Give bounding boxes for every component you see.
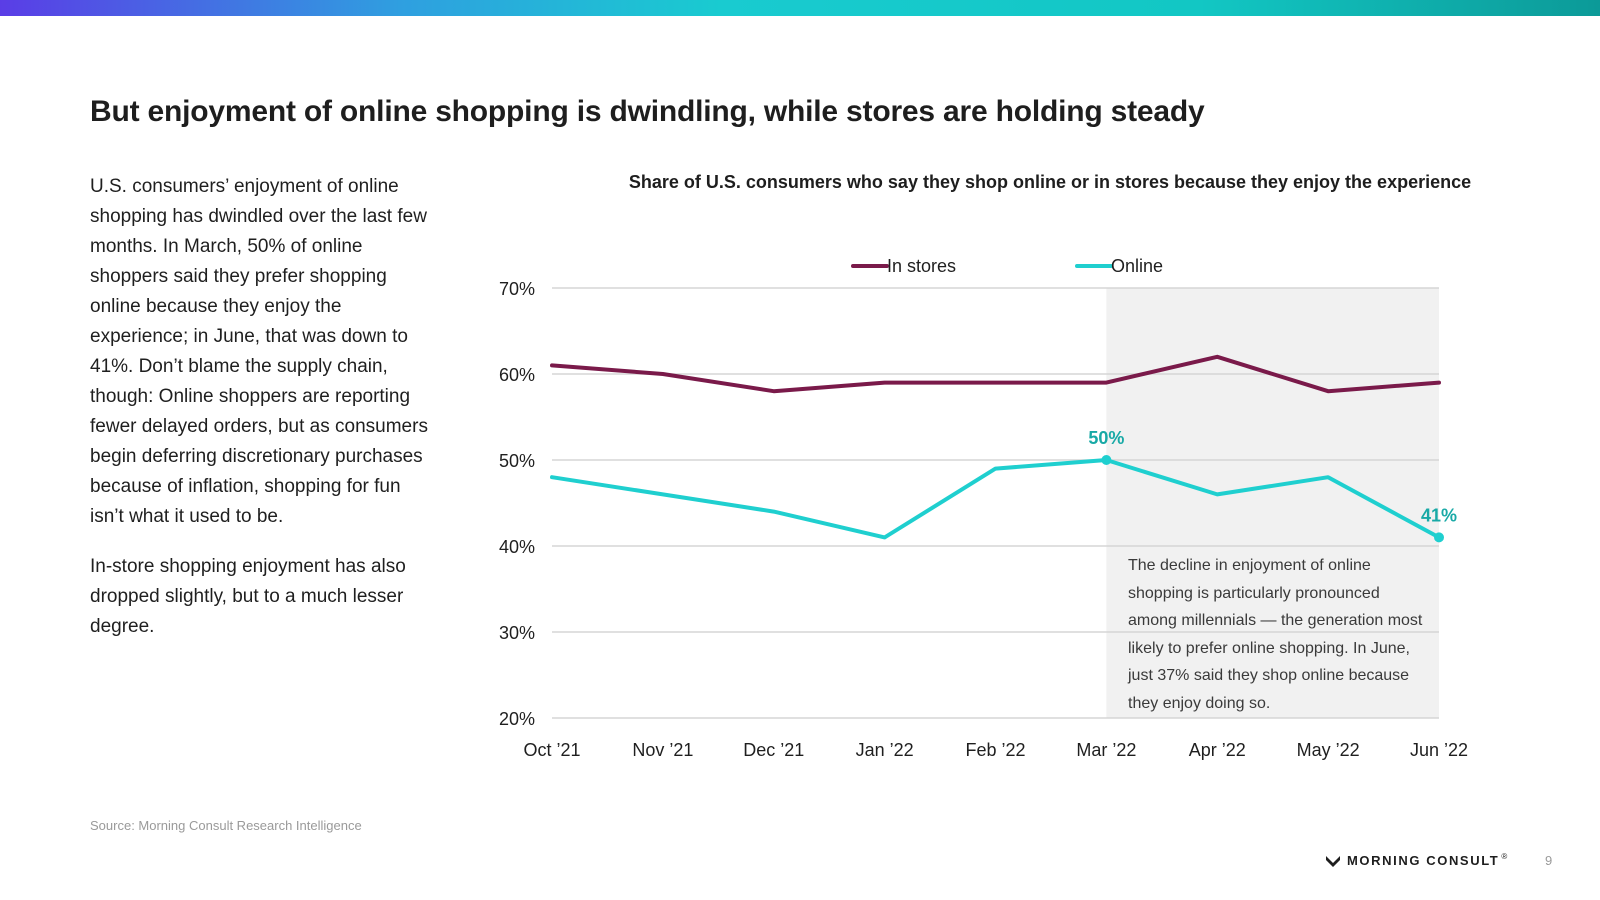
x-axis-tick-labels: Oct ’21 Nov ’21 Dec ’21 Jan ’22 Feb ’22 Mar ’…: [523, 740, 1468, 760]
y-tick-label: 60%: [499, 365, 535, 385]
logo-registered-mark: ®: [1501, 852, 1508, 861]
series-lines: [550, 354, 1441, 540]
highlight-region: [1106, 288, 1439, 718]
x-tick-label: Jan ’22: [856, 740, 914, 760]
page-number: 9: [1545, 853, 1553, 868]
legend: In stores Online: [851, 256, 1163, 276]
data-label: 41%: [1421, 505, 1457, 525]
legend-label: In stores: [887, 256, 956, 276]
x-tick-label: Nov ’21: [632, 740, 693, 760]
y-tick-label: 20%: [499, 709, 535, 729]
grid-lines: [552, 287, 1439, 719]
y-axis-tick-labels: 20% 30% 40% 50% 60% 70%: [499, 279, 535, 729]
y-tick-label: 50%: [499, 451, 535, 471]
body-paragraph-2: In-store shopping enjoyment has also dro…: [90, 556, 406, 637]
logo-mark-icon: [1326, 855, 1340, 867]
x-tick-label: May ’22: [1297, 740, 1360, 760]
page-title: But enjoyment of online shopping is dwin…: [90, 95, 1205, 128]
y-tick-label: 30%: [499, 623, 535, 643]
x-tick-label: Feb ’22: [965, 740, 1025, 760]
top-gradient-bar: [0, 0, 1600, 16]
x-tick-label: Dec ’21: [743, 740, 804, 760]
data-point-marker: [1101, 455, 1112, 465]
series-line-online: [550, 458, 1441, 540]
data-annotations: 50% 41%: [1088, 428, 1457, 543]
logo-text: MORNING CONSULT: [1347, 853, 1500, 868]
data-point-marker: [1434, 532, 1444, 543]
data-label: 50%: [1088, 428, 1124, 448]
legend-label: Online: [1111, 256, 1163, 276]
y-tick-label: 70%: [499, 279, 535, 299]
series-line-in-stores: [550, 354, 1441, 394]
x-tick-label: Oct ’21: [523, 740, 580, 760]
x-tick-label: Jun ’22: [1410, 740, 1468, 760]
x-tick-label: Apr ’22: [1189, 740, 1246, 760]
y-tick-label: 40%: [499, 537, 535, 557]
source-note: Source: Morning Consult Research Intelli…: [90, 818, 362, 833]
highlight-callout: The decline in enjoyment of online shopp…: [1128, 557, 1423, 712]
body-paragraph-1: U.S. consumers’ enjoyment of online shop…: [90, 176, 428, 527]
morning-consult-logo: MORNING CONSULT ®: [1325, 852, 1508, 868]
body-text: U.S. consumers’ enjoyment of online shop…: [90, 172, 435, 662]
chart-title: Share of U.S. consumers who say they sho…: [628, 172, 1472, 192]
x-tick-label: Mar ’22: [1076, 740, 1136, 760]
